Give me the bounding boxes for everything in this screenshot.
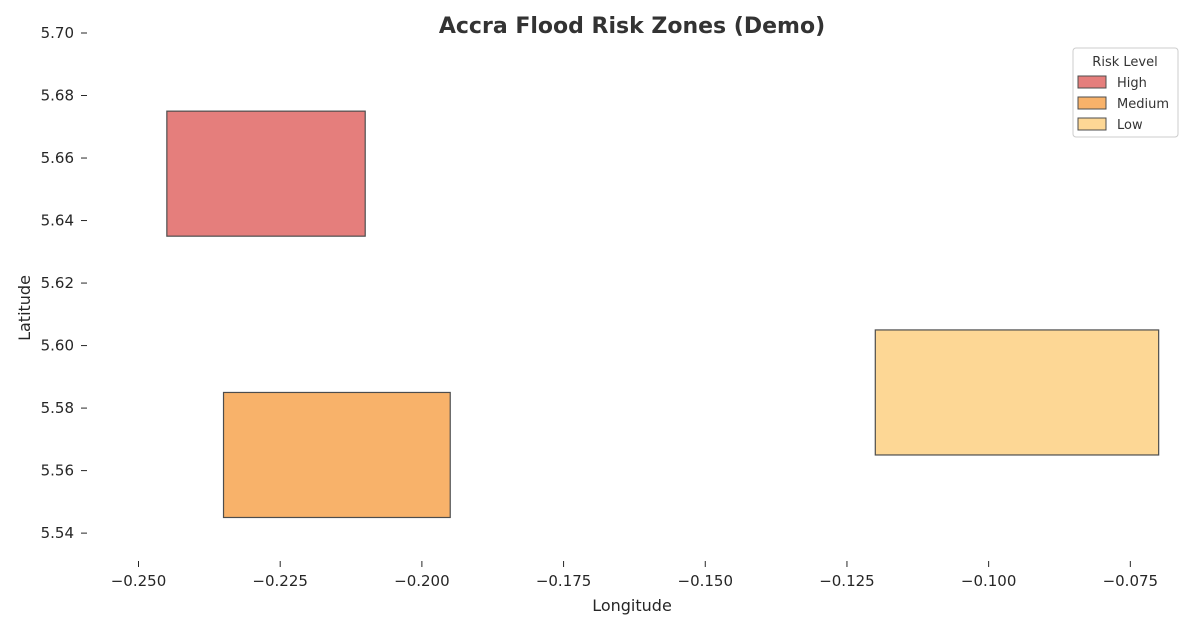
y-tick-label: 5.54 <box>41 524 74 542</box>
y-axis-ticks: 5.54 5.56 5.58 5.60 5.62 5.64 5.66 5.68 5.70 <box>41 24 87 542</box>
legend-items: High Medium Low <box>1077 75 1169 133</box>
y-tick-label: 5.66 <box>41 149 74 167</box>
y-tick-label: 5.56 <box>41 462 74 480</box>
y-axis-label: Latitude <box>15 275 34 341</box>
x-tick-label: −0.075 <box>1103 572 1159 590</box>
y-tick-label: 5.68 <box>41 87 74 105</box>
x-tick-label: −0.200 <box>394 572 450 590</box>
zone-high <box>166 110 366 237</box>
y-tick-label: 5.62 <box>41 274 74 292</box>
chart-title: Accra Flood Risk Zones (Demo) <box>439 14 825 39</box>
y-tick-label: 5.58 <box>41 399 74 417</box>
y-tick-label: 5.70 <box>41 24 74 42</box>
legend-frame <box>1072 47 1179 138</box>
legend-swatch-medium <box>1077 96 1107 110</box>
legend-label-medium: Medium <box>1117 97 1169 112</box>
x-tick-label: −0.100 <box>961 572 1017 590</box>
legend-label-low: Low <box>1117 118 1143 133</box>
x-tick-label: −0.175 <box>536 572 592 590</box>
legend-swatch-high <box>1077 75 1107 89</box>
legend-label-high: High <box>1117 76 1147 91</box>
legend: Risk Level High Medium Low <box>1072 47 1179 138</box>
legend-title: Risk Level <box>1092 55 1157 70</box>
x-axis-ticks: −0.250 −0.225 −0.200 −0.175 −0.150 −0.125 −0.1… <box>111 561 1158 590</box>
y-tick-label: 5.60 <box>41 337 74 355</box>
x-axis-label: Longitude <box>592 596 672 615</box>
legend-swatch-low <box>1077 117 1107 131</box>
x-tick-label: −0.225 <box>252 572 308 590</box>
x-tick-label: −0.150 <box>678 572 734 590</box>
y-tick-label: 5.64 <box>41 212 74 230</box>
x-tick-label: −0.125 <box>819 572 875 590</box>
x-tick-label: −0.250 <box>111 572 167 590</box>
risk-zones <box>166 110 1160 519</box>
zone-medium <box>222 391 451 519</box>
zone-low <box>874 329 1160 456</box>
